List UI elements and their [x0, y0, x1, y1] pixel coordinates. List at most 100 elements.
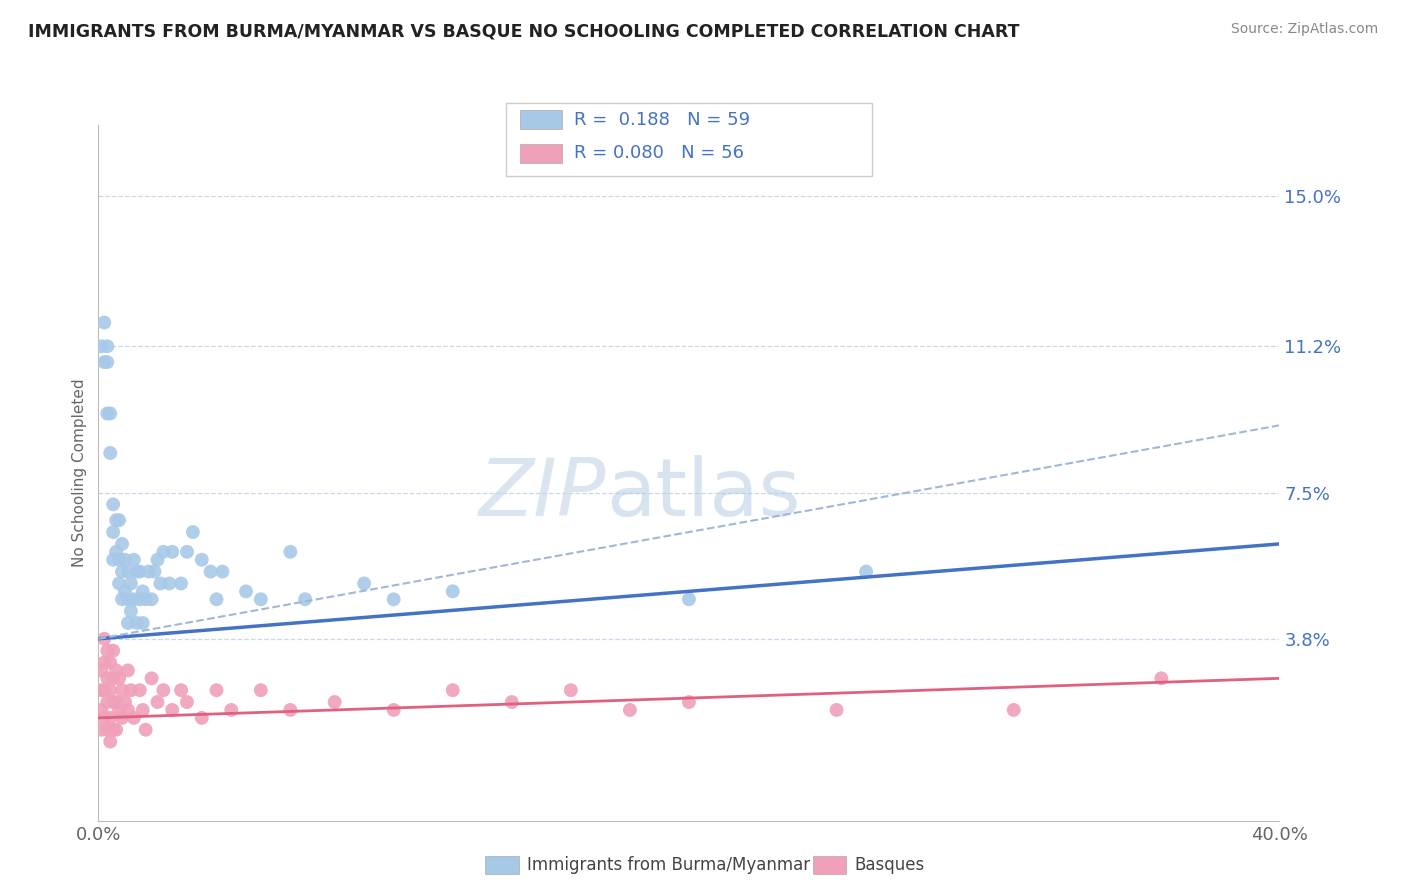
Point [143, 565, 166, 579]
Point [103, 552, 125, 567]
Point [250, 592, 273, 607]
Point [125, 565, 148, 579]
Point [98, 407, 121, 421]
Point [191, 711, 214, 725]
Point [90, 683, 112, 698]
Point [108, 671, 131, 685]
Point [382, 592, 405, 607]
Point [105, 664, 128, 678]
Point [98, 711, 121, 725]
Point [114, 584, 136, 599]
Point [103, 497, 125, 511]
Point [96, 355, 118, 369]
Point [90, 664, 112, 678]
Point [122, 711, 145, 725]
Point [117, 615, 139, 630]
Point [170, 683, 193, 698]
Point [200, 565, 222, 579]
Point [103, 723, 125, 737]
Point [191, 552, 214, 567]
Text: Basques: Basques [855, 856, 925, 874]
Point [96, 643, 118, 657]
Point [111, 592, 134, 607]
Point [125, 615, 148, 630]
Point [103, 671, 125, 685]
Point [152, 683, 174, 698]
Point [103, 643, 125, 657]
Point [176, 545, 198, 559]
Point [138, 565, 160, 579]
Point [105, 723, 128, 737]
Point [278, 545, 302, 559]
Point [235, 584, 257, 599]
Point [441, 584, 464, 599]
Point [1002, 703, 1025, 717]
Point [98, 656, 121, 670]
Point [120, 604, 142, 618]
Point [108, 513, 131, 527]
Point [96, 671, 118, 685]
Text: IMMIGRANTS FROM BURMA/MYANMAR VS BASQUE NO SCHOOLING COMPLETED CORRELATION CHART: IMMIGRANTS FROM BURMA/MYANMAR VS BASQUE … [28, 22, 1019, 40]
Point [111, 711, 134, 725]
Point [103, 695, 125, 709]
Point [122, 552, 145, 567]
Point [181, 524, 204, 539]
Point [122, 592, 145, 607]
Point [152, 545, 174, 559]
Point [111, 683, 134, 698]
Point [157, 576, 180, 591]
Point [1150, 671, 1173, 685]
Text: Immigrants from Burma/Myanmar: Immigrants from Burma/Myanmar [527, 856, 810, 874]
Point [441, 683, 464, 698]
Point [128, 683, 150, 698]
Point [146, 552, 169, 567]
Point [678, 695, 700, 709]
Point [108, 576, 131, 591]
Point [117, 703, 139, 717]
Point [146, 695, 169, 709]
Point [135, 592, 157, 607]
Point [114, 552, 136, 567]
Point [128, 592, 150, 607]
Point [294, 592, 316, 607]
Point [90, 723, 112, 737]
Point [135, 723, 157, 737]
Point [96, 339, 118, 353]
Point [93, 632, 115, 646]
Point [132, 615, 155, 630]
Point [96, 407, 118, 421]
Text: Source: ZipAtlas.com: Source: ZipAtlas.com [1230, 22, 1378, 37]
Point [108, 552, 131, 567]
Point [128, 565, 150, 579]
Point [96, 723, 118, 737]
Point [678, 592, 700, 607]
Point [105, 695, 128, 709]
Point [132, 703, 155, 717]
Point [114, 695, 136, 709]
Point [250, 683, 273, 698]
Text: atlas: atlas [606, 455, 800, 533]
Point [132, 584, 155, 599]
Point [98, 446, 121, 460]
Point [93, 711, 115, 725]
Point [162, 703, 183, 717]
Point [560, 683, 582, 698]
Point [353, 576, 375, 591]
Point [278, 703, 302, 717]
Point [219, 703, 242, 717]
Text: R =  0.188   N = 59: R = 0.188 N = 59 [574, 111, 749, 128]
Point [90, 339, 112, 353]
Point [93, 656, 115, 670]
Point [93, 683, 115, 698]
Point [96, 695, 118, 709]
Point [825, 703, 848, 717]
Y-axis label: No Schooling Completed: No Schooling Completed [72, 378, 87, 567]
Point [105, 513, 128, 527]
Point [162, 545, 183, 559]
Point [382, 703, 405, 717]
Point [141, 671, 163, 685]
Text: ZIP: ZIP [479, 455, 606, 533]
Point [323, 695, 346, 709]
Point [855, 565, 877, 579]
Point [93, 316, 115, 330]
